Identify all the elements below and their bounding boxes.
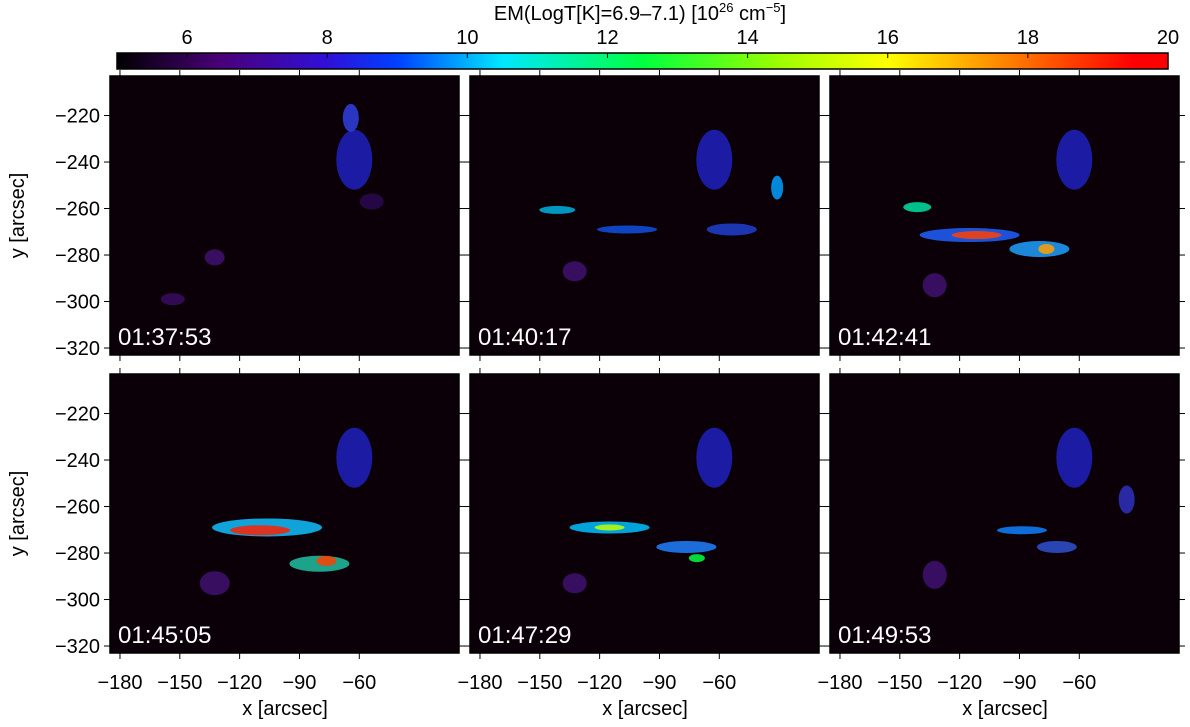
panel-time: 01:42:41 [838,324,931,351]
colorbar [116,52,1169,70]
emission-feature [771,175,784,200]
x-tick-label: −120 [937,672,982,694]
y-tick-label: −260 [55,199,100,221]
emission-feature [594,524,625,531]
label-text: ] [781,3,787,25]
emission-feature [706,223,757,236]
y-tick-label: −220 [55,106,100,128]
label-text: EM(LogT[K]=6.9–7.1) [10 [494,3,719,25]
emission-feature [336,427,373,488]
emission-feature [199,571,230,596]
emission-feature [903,202,932,213]
colorbar-tick-label: 18 [1017,27,1039,49]
panel-image [469,373,820,654]
x-tick-label: −60 [702,672,736,694]
emission-feature [996,526,1047,535]
y-tick-label: −320 [55,338,100,360]
emission-feature [539,205,576,214]
emission-feature [1056,129,1093,190]
colorbar-label: EM(LogT[K]=6.9–7.1) [1026 cm−5] [494,0,786,25]
emission-feature [1036,540,1077,553]
x-tick-label: −150 [877,672,922,694]
emission-feature [316,555,337,566]
colorbar-tick-label: 14 [736,27,758,49]
emission-feature [230,525,291,536]
x-tick-label: −150 [157,672,202,694]
emission-feature [597,225,658,234]
x-tick-label: −90 [1002,672,1036,694]
emission-feature [696,129,733,190]
panel-time: 01:47:29 [478,622,571,649]
x-tick-label: −60 [1062,672,1096,694]
x-tick-label: −180 [817,672,862,694]
emission-feature [688,554,705,563]
emission-feature [359,193,384,210]
emission-feature [204,249,225,266]
x-tick-label: −90 [642,672,676,694]
colorbar-tick-label: 20 [1157,27,1179,49]
colorbar-tick-label: 16 [877,27,899,49]
y-tick-label: −240 [55,152,100,174]
emission-feature [1038,243,1055,254]
label-superscript: 26 [719,0,733,15]
x-tick-label: −120 [577,672,622,694]
panel-time: 01:49:53 [838,622,931,649]
x-axis-label: x [arcsec] [962,698,1048,720]
panel-time: 01:37:53 [118,324,211,351]
x-tick-label: −120 [217,672,262,694]
emission-feature [696,427,733,488]
y-tick-label: −320 [55,636,100,658]
x-tick-label: −90 [282,672,316,694]
panel-image [829,75,1180,356]
label-text: cm [734,3,766,25]
emission-feature [922,273,947,298]
x-tick-label: −180 [97,672,142,694]
y-tick-label: −300 [55,292,100,314]
panel-image [109,75,460,356]
y-tick-label: −260 [55,497,100,519]
emission-feature [1118,485,1135,514]
panel-time: 01:40:17 [478,324,571,351]
y-tick-label: −300 [55,590,100,612]
x-tick-label: −60 [342,672,376,694]
x-axis-label: x [arcsec] [602,698,688,720]
panel-image [829,373,1180,654]
emission-feature [160,293,185,306]
emission-feature [342,103,359,132]
emission-feature [951,231,1002,240]
x-tick-label: −180 [457,672,502,694]
emission-feature [656,540,717,553]
label-superscript: −5 [766,0,781,15]
y-tick-label: −220 [55,404,100,426]
colorbar-tick-label: 10 [456,27,478,49]
emission-feature [336,129,373,190]
y-axis-label: y [arcsec] [7,173,29,259]
y-tick-label: −280 [55,245,100,267]
emission-feature [562,573,587,594]
y-axis-label: y [arcsec] [7,471,29,557]
colorbar-tick-label: 6 [182,27,193,49]
y-tick-label: −280 [55,543,100,565]
emission-feature [1056,427,1093,488]
colorbar-tick-label: 12 [596,27,618,49]
colorbar-tick-label: 8 [322,27,333,49]
emission-feature [562,261,587,282]
panel-image [109,373,460,654]
emission-feature [922,560,947,589]
y-tick-label: −240 [55,450,100,472]
x-axis-label: x [arcsec] [242,698,328,720]
panel-time: 01:45:05 [118,622,211,649]
panel-image [469,75,820,356]
x-tick-label: −150 [517,672,562,694]
